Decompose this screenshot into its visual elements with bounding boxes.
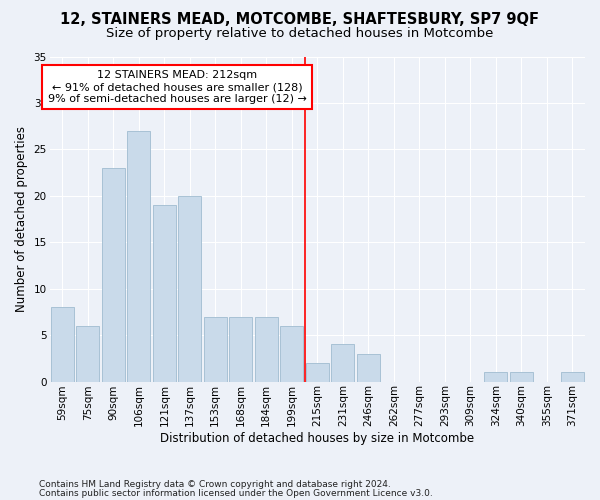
Bar xyxy=(127,131,150,382)
Bar xyxy=(484,372,507,382)
Bar xyxy=(51,307,74,382)
Bar xyxy=(204,316,227,382)
Text: Contains public sector information licensed under the Open Government Licence v3: Contains public sector information licen… xyxy=(39,490,433,498)
Bar xyxy=(510,372,533,382)
Bar xyxy=(102,168,125,382)
Text: 12, STAINERS MEAD, MOTCOMBE, SHAFTESBURY, SP7 9QF: 12, STAINERS MEAD, MOTCOMBE, SHAFTESBURY… xyxy=(61,12,539,28)
Bar xyxy=(331,344,354,382)
Y-axis label: Number of detached properties: Number of detached properties xyxy=(15,126,28,312)
Bar xyxy=(229,316,252,382)
Bar xyxy=(153,205,176,382)
Text: 12 STAINERS MEAD: 212sqm
← 91% of detached houses are smaller (128)
9% of semi-d: 12 STAINERS MEAD: 212sqm ← 91% of detach… xyxy=(47,70,307,104)
Bar xyxy=(255,316,278,382)
Bar xyxy=(561,372,584,382)
Bar xyxy=(306,363,329,382)
Bar xyxy=(178,196,201,382)
Text: Contains HM Land Registry data © Crown copyright and database right 2024.: Contains HM Land Registry data © Crown c… xyxy=(39,480,391,489)
X-axis label: Distribution of detached houses by size in Motcombe: Distribution of detached houses by size … xyxy=(160,432,475,445)
Bar xyxy=(357,354,380,382)
Text: Size of property relative to detached houses in Motcombe: Size of property relative to detached ho… xyxy=(106,28,494,40)
Bar xyxy=(280,326,303,382)
Bar xyxy=(76,326,100,382)
